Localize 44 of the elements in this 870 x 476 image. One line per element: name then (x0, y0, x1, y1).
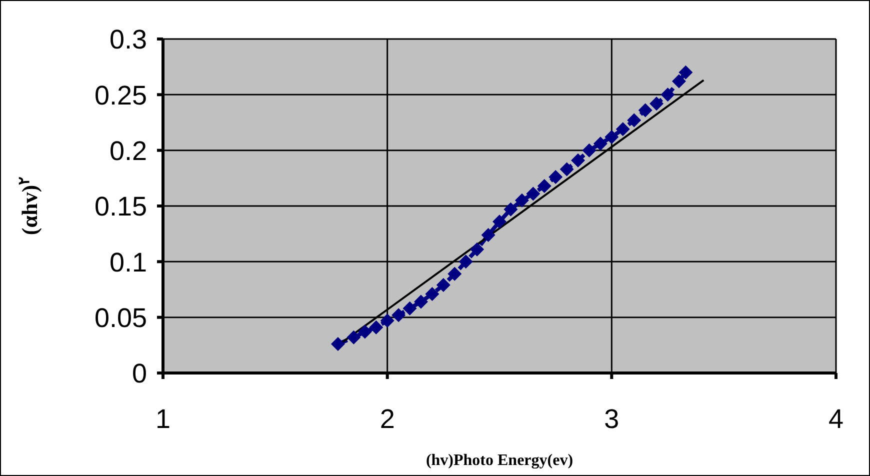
point (392, 308, 406, 322)
point (492, 214, 506, 229)
point (481, 228, 496, 242)
y-tick-label: 0.2 (109, 136, 147, 166)
y-tick-label: 0.05 (94, 302, 147, 333)
point (582, 143, 596, 158)
point (526, 186, 540, 201)
y-tick-label: 0.25 (94, 80, 147, 110)
point (470, 242, 484, 256)
point (571, 153, 586, 168)
y-tick-label: 0.15 (94, 192, 147, 222)
point (504, 202, 518, 216)
point (638, 103, 652, 118)
x-tick-label: 2 (380, 404, 395, 434)
point (425, 286, 440, 301)
point (560, 162, 574, 176)
x-tick-label: 1 (155, 404, 171, 434)
point (514, 193, 529, 208)
point (660, 88, 675, 102)
point (436, 278, 450, 292)
y-tick-label: 0.3 (109, 24, 147, 55)
point (593, 136, 608, 151)
x-tick-label: 3 (604, 404, 620, 434)
point (650, 96, 664, 111)
point (604, 130, 619, 144)
point (448, 266, 462, 281)
y-tick-label: 0.1 (109, 247, 147, 278)
point (414, 294, 428, 309)
x-tick-label: 4 (828, 404, 844, 434)
point (548, 170, 563, 184)
point (672, 74, 686, 88)
point (627, 113, 642, 128)
point (402, 301, 417, 316)
x-axis-title: (hv)Photo Energy(ev) (426, 452, 574, 469)
point (616, 122, 630, 136)
y-tick-label: 0 (132, 358, 147, 389)
point (330, 337, 345, 352)
point (358, 324, 372, 339)
point (369, 320, 384, 334)
point (678, 65, 693, 80)
point (537, 178, 552, 193)
point (380, 314, 394, 328)
point (458, 254, 473, 269)
point (346, 330, 361, 344)
